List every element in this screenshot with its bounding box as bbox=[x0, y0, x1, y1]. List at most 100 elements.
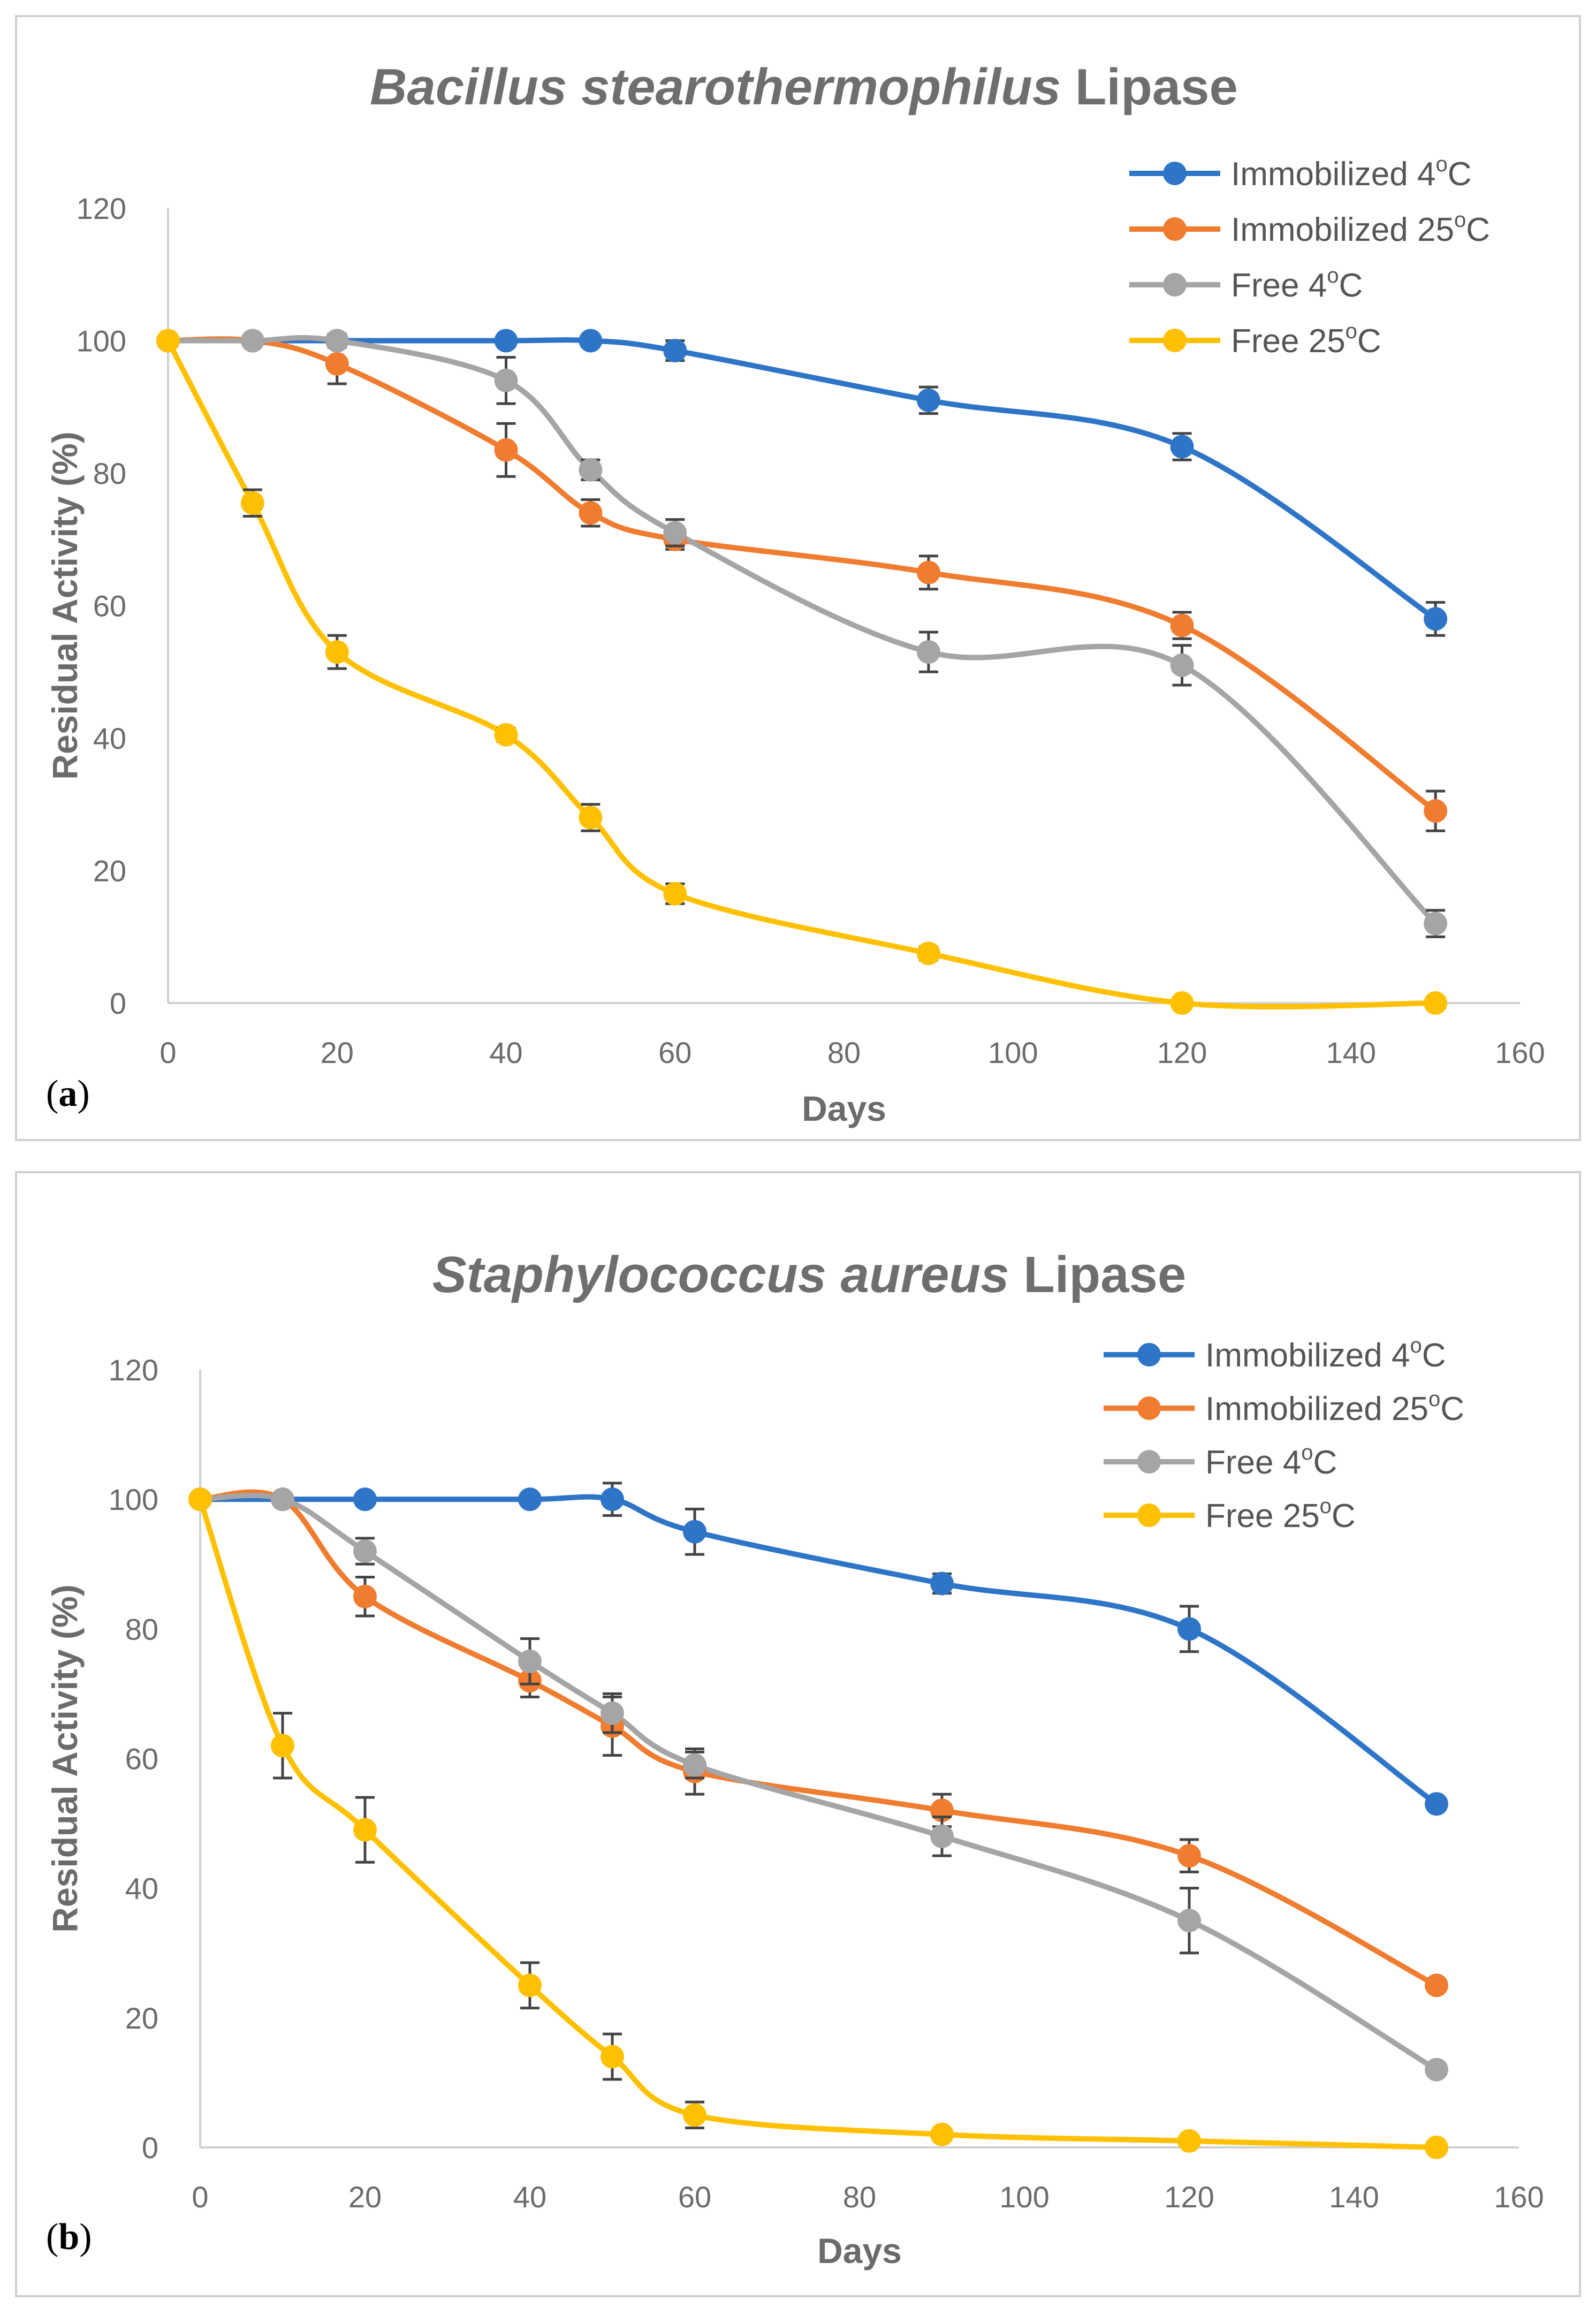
chart-b-xtick-label: 140 bbox=[1329, 2180, 1379, 2214]
chart-b-legend-label-1: Immobilized 25oC bbox=[1205, 1387, 1464, 1427]
chart-a-legend-name-1: Immobilized 25 bbox=[1231, 211, 1454, 248]
chart-b-xtick-label: 60 bbox=[678, 2180, 711, 2214]
chart-a-point-0-7 bbox=[1170, 435, 1194, 459]
chart-b-ytick-label: 20 bbox=[125, 2001, 158, 2035]
chart-b-point-3-0 bbox=[188, 1487, 212, 1512]
chart-b-xtick-label: 20 bbox=[348, 2180, 382, 2214]
chart-a-panel-label-open: ( bbox=[46, 1073, 58, 1114]
chart-a-point-1-2 bbox=[325, 352, 349, 376]
chart-a-legend-label-1: Immobilized 25oC bbox=[1231, 208, 1490, 248]
chart-b-point-2-8 bbox=[1425, 2057, 1448, 2082]
chart-b-point-1-7 bbox=[1177, 1844, 1201, 1868]
chart-a-legend-name-0: Immobilized 4 bbox=[1231, 156, 1435, 193]
chart-b-legend-label-0: Immobilized 4oC bbox=[1205, 1334, 1446, 1374]
chart-a-point-3-3 bbox=[494, 723, 518, 747]
chart-a-point-3-6 bbox=[916, 941, 940, 966]
chart-b-point-2-1 bbox=[271, 1487, 294, 1512]
chart-b-legend-name-2: Free 4 bbox=[1205, 1444, 1301, 1481]
chart-b-point-0-4 bbox=[601, 1487, 624, 1512]
chart-b-point-0-7 bbox=[1177, 1617, 1201, 1641]
chart-a-legend-label-0: Immobilized 4oC bbox=[1231, 153, 1472, 193]
chart-b-point-0-2 bbox=[353, 1487, 377, 1512]
chart-panel-a: Bacillus stearothermophilus Lipase 0 20 40 6… bbox=[15, 15, 1581, 1141]
chart-b-legend-name-0: Immobilized 4 bbox=[1205, 1337, 1410, 1374]
chart-a-legend-degree-3: o bbox=[1346, 320, 1357, 343]
chart-a-legend-degree-1: o bbox=[1454, 208, 1466, 232]
chart-b-legend-marker-1 bbox=[1137, 1396, 1161, 1420]
chart-a-series-line-1 bbox=[165, 336, 1439, 814]
chart-a-point-0-5 bbox=[663, 339, 687, 363]
chart-b-panel-label-open: ( bbox=[46, 2216, 58, 2258]
chart-a-point-1-4 bbox=[579, 501, 603, 525]
chart-a-point-2-5 bbox=[663, 521, 687, 545]
chart-a-point-3-4 bbox=[579, 806, 603, 830]
chart-a-point-2-4 bbox=[579, 458, 603, 482]
chart-a-xtick-label: 40 bbox=[489, 1036, 522, 1069]
chart-a-series-line-0 bbox=[165, 337, 1439, 622]
chart-a-point-1-3 bbox=[494, 438, 518, 462]
chart-a-legend-marker-2 bbox=[1163, 273, 1187, 297]
chart-a-legend-name-2: Free 4 bbox=[1231, 267, 1327, 304]
chart-a-xtick-label: 100 bbox=[988, 1036, 1038, 1069]
chart-a-legend-degree-2: o bbox=[1327, 264, 1339, 287]
chart-a-legend-unit-1: C bbox=[1466, 211, 1490, 248]
chart-a-point-3-8 bbox=[1424, 991, 1448, 1015]
chart-b-ylabel: Residual Activity (%) bbox=[45, 1584, 85, 1932]
chart-b-panel-label-close: ) bbox=[79, 2216, 92, 2258]
chart-b-legend-degree-1: o bbox=[1428, 1387, 1440, 1411]
chart-b-point-0-8 bbox=[1425, 1792, 1448, 1816]
chart-b-point-2-6 bbox=[930, 1824, 954, 1848]
chart-b-point-0-5 bbox=[683, 1520, 706, 1544]
chart-b-xtick-label: 100 bbox=[999, 2180, 1049, 2214]
chart-a-title-italic: Bacillus stearothermophilus bbox=[370, 58, 1061, 116]
chart-b-point-3-5 bbox=[683, 2103, 706, 2127]
chart-a-point-1-6 bbox=[916, 560, 940, 584]
chart-a-legend-unit-3: C bbox=[1357, 323, 1381, 360]
chart-b-xtick-label: 40 bbox=[513, 2180, 546, 2214]
chart-b-series-line-0 bbox=[197, 1494, 1439, 1807]
chart-b-panel-label: (b) bbox=[46, 2216, 92, 2258]
chart-b-xtick-label: 120 bbox=[1164, 2180, 1214, 2214]
chart-b-svg: Staphylococcus aureus Lipase 0 20 40 60 80 100… bbox=[45, 1246, 1544, 2271]
chart-a-title: Bacillus stearothermophilus Lipase bbox=[370, 58, 1238, 116]
chart-b-ytick-label: 40 bbox=[125, 1872, 158, 1905]
chart-a-panel-label: (a) bbox=[46, 1073, 90, 1114]
chart-a-legend-label-2: Free 4oC bbox=[1231, 264, 1363, 304]
chart-a-ytick-label: 60 bbox=[93, 589, 126, 623]
chart-b-point-3-7 bbox=[1177, 2129, 1201, 2153]
chart-a-series-line-3 bbox=[165, 338, 1439, 1009]
chart-a-point-3-2 bbox=[325, 640, 349, 664]
chart-a-legend-degree-0: o bbox=[1435, 153, 1447, 176]
chart-b-legend-degree-0: o bbox=[1410, 1334, 1422, 1357]
chart-a-point-1-7 bbox=[1170, 613, 1194, 637]
chart-b-ytick-label: 120 bbox=[109, 1353, 158, 1387]
chart-a-ytick-label: 100 bbox=[77, 324, 126, 358]
chart-b-point-1-2 bbox=[353, 1584, 377, 1608]
chart-b-legend-unit-0: C bbox=[1422, 1337, 1446, 1374]
chart-a-point-1-8 bbox=[1424, 799, 1448, 823]
chart-a-point-0-3 bbox=[494, 329, 518, 353]
chart-b-point-3-3 bbox=[518, 1973, 542, 1998]
chart-a-point-0-4 bbox=[579, 329, 603, 353]
chart-a-panel-label-letter: a bbox=[58, 1073, 77, 1114]
chart-b-legend-marker-3 bbox=[1137, 1503, 1161, 1527]
chart-b-legend-unit-1: C bbox=[1440, 1391, 1464, 1427]
chart-b-xtick-label: 160 bbox=[1494, 2180, 1544, 2214]
chart-a-series-line-2 bbox=[165, 335, 1439, 927]
chart-a-xtick-label: 60 bbox=[658, 1036, 691, 1069]
chart-b-point-2-4 bbox=[601, 1701, 624, 1725]
chart-panel-b: Staphylococcus aureus Lipase 0 20 40 60 80 100… bbox=[15, 1171, 1581, 2297]
chart-a-point-0-8 bbox=[1424, 607, 1448, 631]
chart-b-point-0-6 bbox=[930, 1571, 954, 1596]
chart-a-xtick-label: 0 bbox=[159, 1036, 176, 1069]
chart-b-legend-label-3: Free 25oC bbox=[1205, 1494, 1356, 1535]
chart-b-point-2-5 bbox=[683, 1753, 706, 1777]
chart-b-legend-degree-2: o bbox=[1301, 1441, 1313, 1464]
chart-b-legend-unit-3: C bbox=[1332, 1498, 1356, 1535]
chart-b-title: Staphylococcus aureus Lipase bbox=[432, 1246, 1187, 1303]
chart-a-legend-unit-0: C bbox=[1448, 156, 1472, 193]
chart-a-ylabel: Residual Activity (%) bbox=[45, 431, 85, 779]
chart-a-point-2-6 bbox=[916, 640, 940, 664]
chart-b-title-italic: Staphylococcus aureus bbox=[432, 1246, 1009, 1303]
chart-a-legend-name-3: Free 25 bbox=[1231, 323, 1346, 360]
